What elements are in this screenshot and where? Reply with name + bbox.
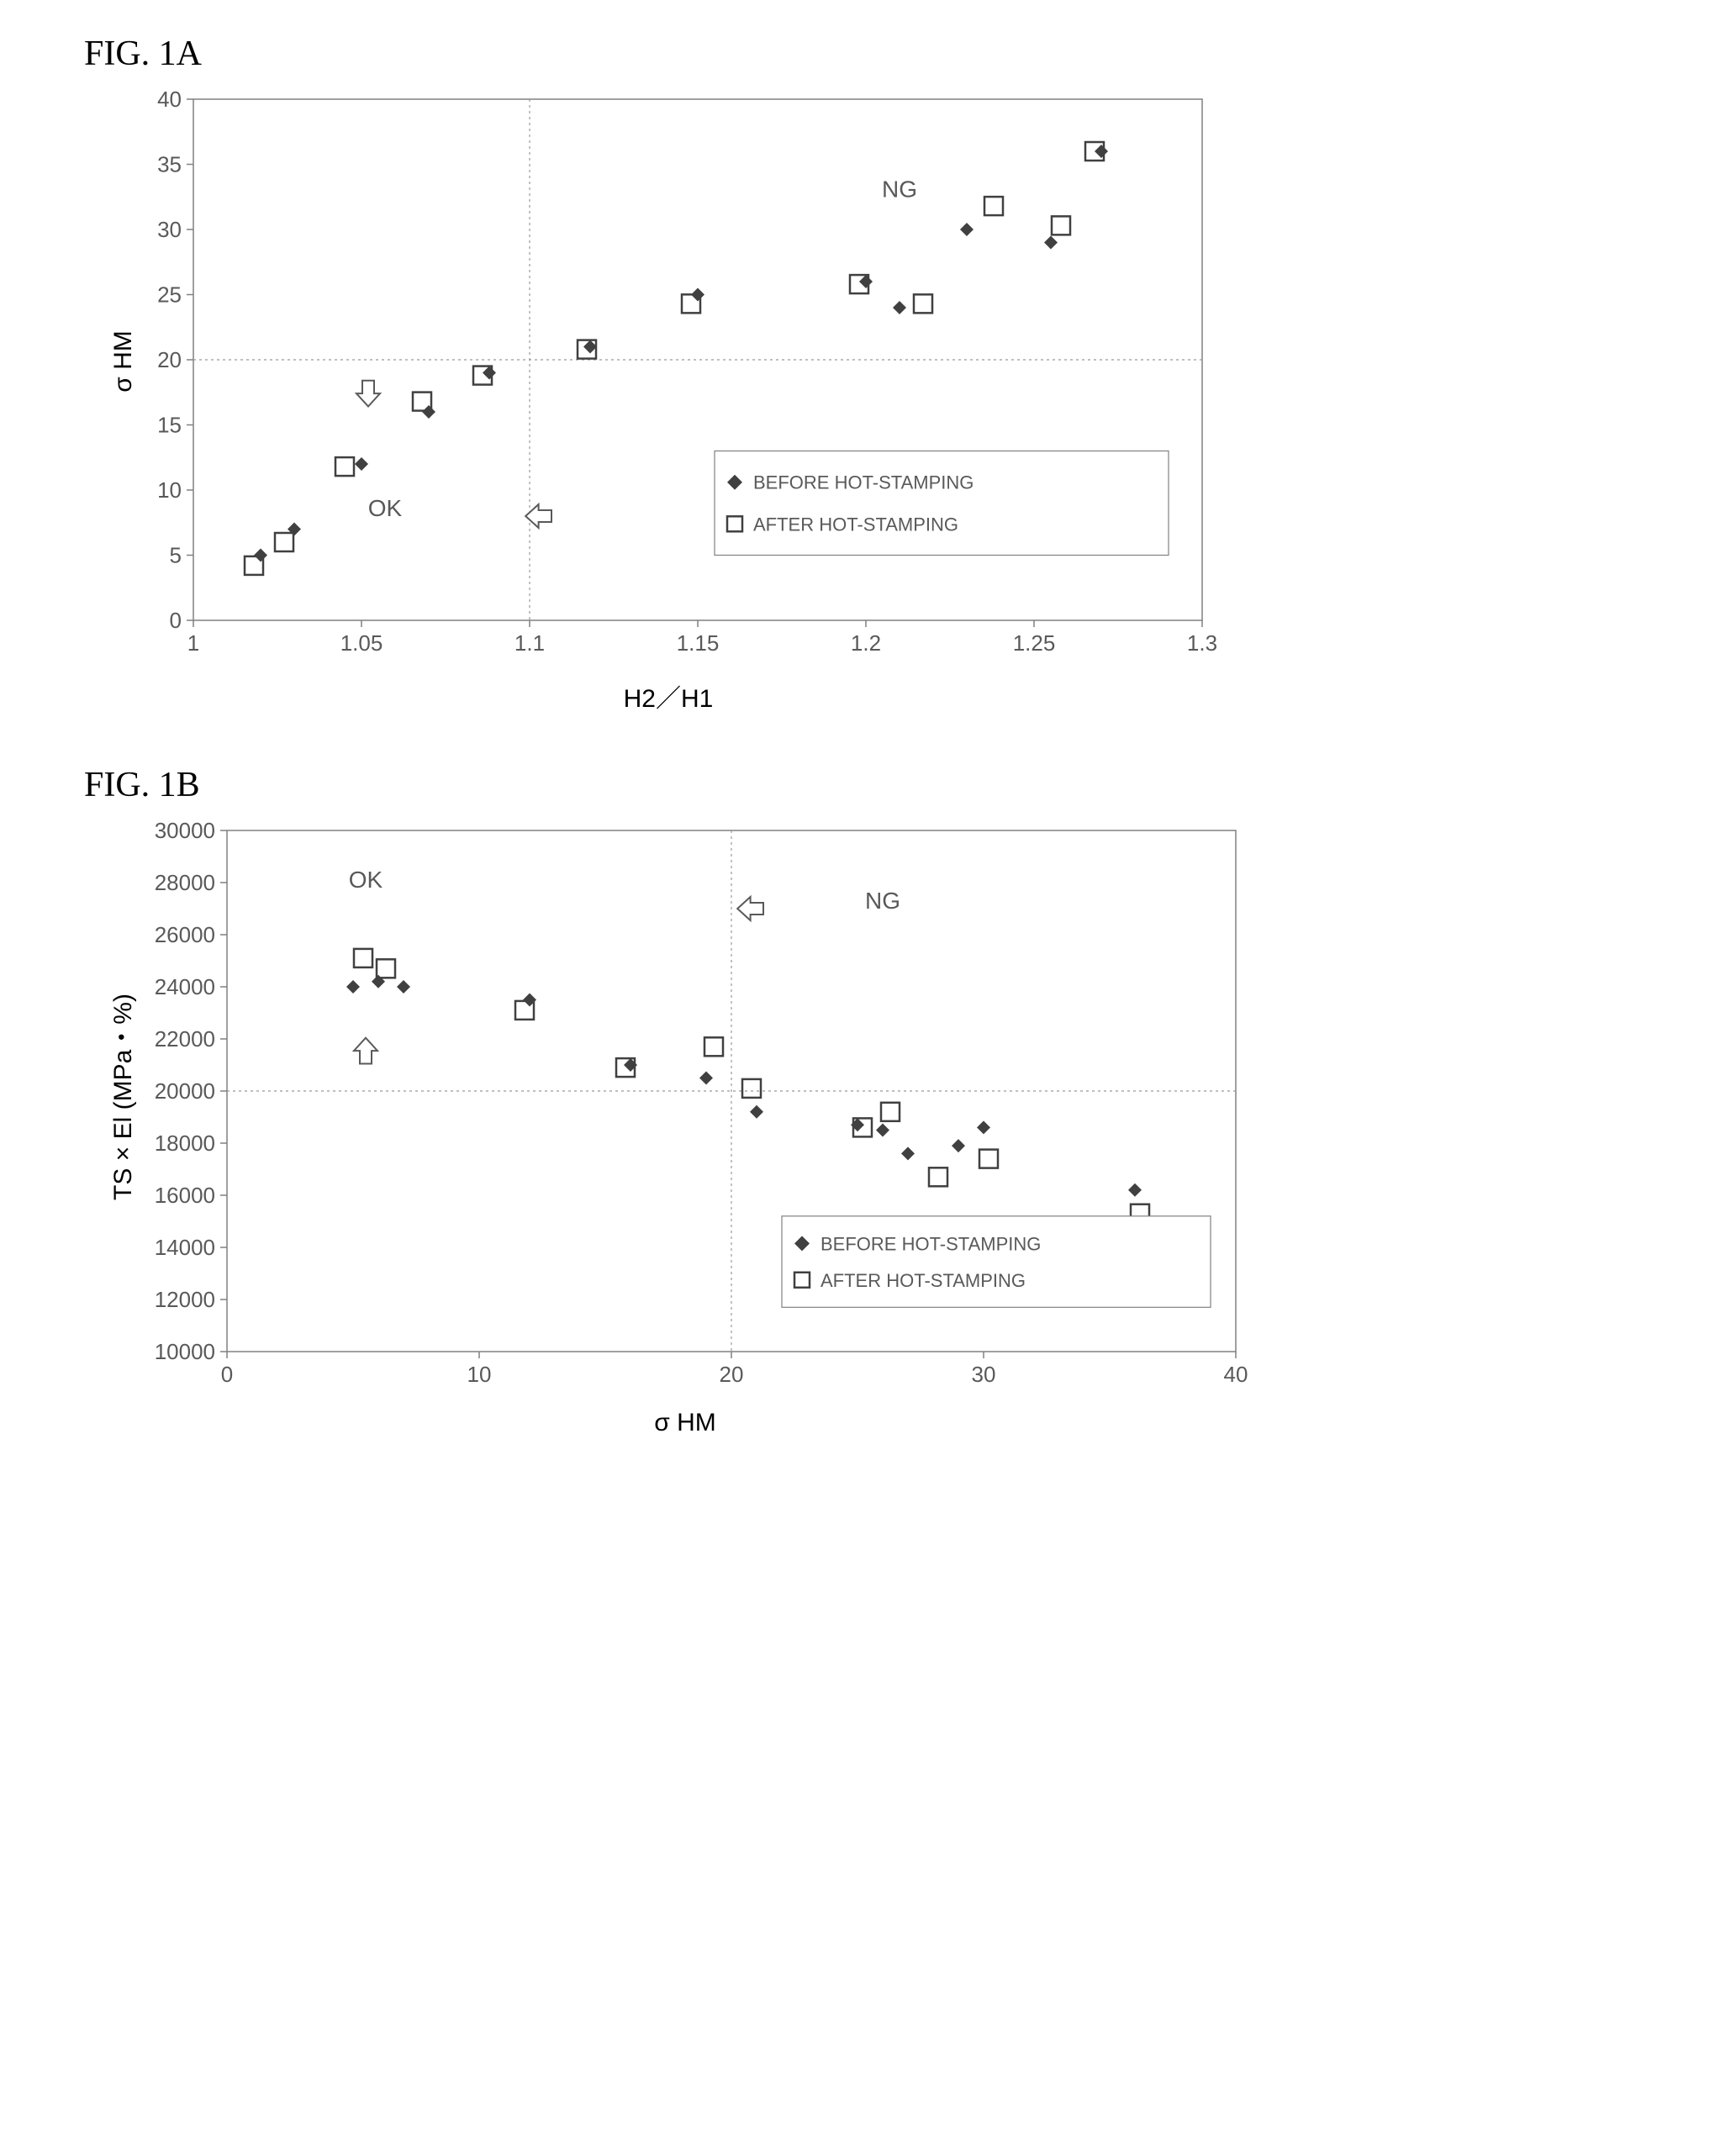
svg-text:25: 25 xyxy=(157,282,182,308)
svg-text:AFTER HOT-STAMPING: AFTER HOT-STAMPING xyxy=(821,1270,1026,1291)
svg-text:18000: 18000 xyxy=(155,1131,215,1156)
svg-text:BEFORE HOT-STAMPING: BEFORE HOT-STAMPING xyxy=(753,472,974,493)
svg-text:40: 40 xyxy=(1224,1362,1248,1387)
figure-1b-xlabel: σ HM xyxy=(118,1409,1253,1437)
svg-text:BEFORE HOT-STAMPING: BEFORE HOT-STAMPING xyxy=(821,1233,1041,1254)
svg-text:30000: 30000 xyxy=(155,818,215,843)
svg-text:26000: 26000 xyxy=(155,922,215,947)
figure-1a: FIG. 1A σ HM 11.051.11.151.21.251.305101… xyxy=(34,34,1702,714)
svg-text:10: 10 xyxy=(157,477,182,503)
figure-1a-title: FIG. 1A xyxy=(84,34,1702,74)
svg-text:10: 10 xyxy=(467,1362,492,1387)
svg-text:1.25: 1.25 xyxy=(1013,630,1056,656)
svg-text:1.15: 1.15 xyxy=(677,630,720,656)
svg-text:28000: 28000 xyxy=(155,870,215,895)
figure-1a-xlabel: H2／H1 xyxy=(118,677,1219,714)
svg-text:10000: 10000 xyxy=(155,1339,215,1364)
svg-text:NG: NG xyxy=(865,888,900,914)
svg-text:30: 30 xyxy=(157,217,182,242)
svg-text:15: 15 xyxy=(157,413,182,438)
svg-text:20: 20 xyxy=(720,1362,744,1387)
svg-text:24000: 24000 xyxy=(155,974,215,999)
svg-text:1.3: 1.3 xyxy=(1187,630,1217,656)
svg-text:12000: 12000 xyxy=(155,1287,215,1312)
svg-text:35: 35 xyxy=(157,152,182,177)
svg-text:1: 1 xyxy=(187,630,199,656)
figure-1b: FIG. 1B TS × El (MPa・%) 0 10 20 30 40 10000 12… xyxy=(34,765,1702,1437)
figure-1a-svg: 1 1.05 1.1 1.15 1.2 1.25 1.3 0 5 10 15 20 25 30 35 40 OK… xyxy=(118,82,1219,671)
svg-text:30: 30 xyxy=(972,1362,996,1387)
svg-text:14000: 14000 xyxy=(155,1235,215,1260)
figure-1b-chart: TS × El (MPa・%) 010203040100001200014000… xyxy=(118,814,1702,1437)
svg-text:AFTER HOT-STAMPING: AFTER HOT-STAMPING xyxy=(753,514,958,535)
figure-1a-ylabel: σ HM xyxy=(109,330,138,393)
svg-text:20: 20 xyxy=(157,347,182,372)
svg-text:22000: 22000 xyxy=(155,1026,215,1052)
figure-1b-ylabel: TS × El (MPa・%) xyxy=(102,994,139,1200)
svg-text:5: 5 xyxy=(170,543,182,568)
svg-text:1.1: 1.1 xyxy=(514,630,545,656)
svg-text:OK: OK xyxy=(368,495,403,521)
svg-text:40: 40 xyxy=(157,87,182,112)
svg-text:NG: NG xyxy=(882,176,917,202)
svg-text:0: 0 xyxy=(221,1362,233,1387)
svg-text:1.2: 1.2 xyxy=(851,630,881,656)
svg-text:16000: 16000 xyxy=(155,1183,215,1208)
svg-text:OK: OK xyxy=(349,867,383,893)
figure-1b-svg: 0 10 20 30 40 10000 12000 14000 16000 18000 20000 2… xyxy=(118,814,1253,1402)
figure-1a-chart: σ HM 11.051.11.151.21.251.30510152025303… xyxy=(118,82,1702,714)
figure-1b-title: FIG. 1B xyxy=(84,765,1702,805)
svg-text:1.05: 1.05 xyxy=(340,630,383,656)
svg-text:0: 0 xyxy=(170,608,182,633)
svg-text:20000: 20000 xyxy=(155,1078,215,1104)
